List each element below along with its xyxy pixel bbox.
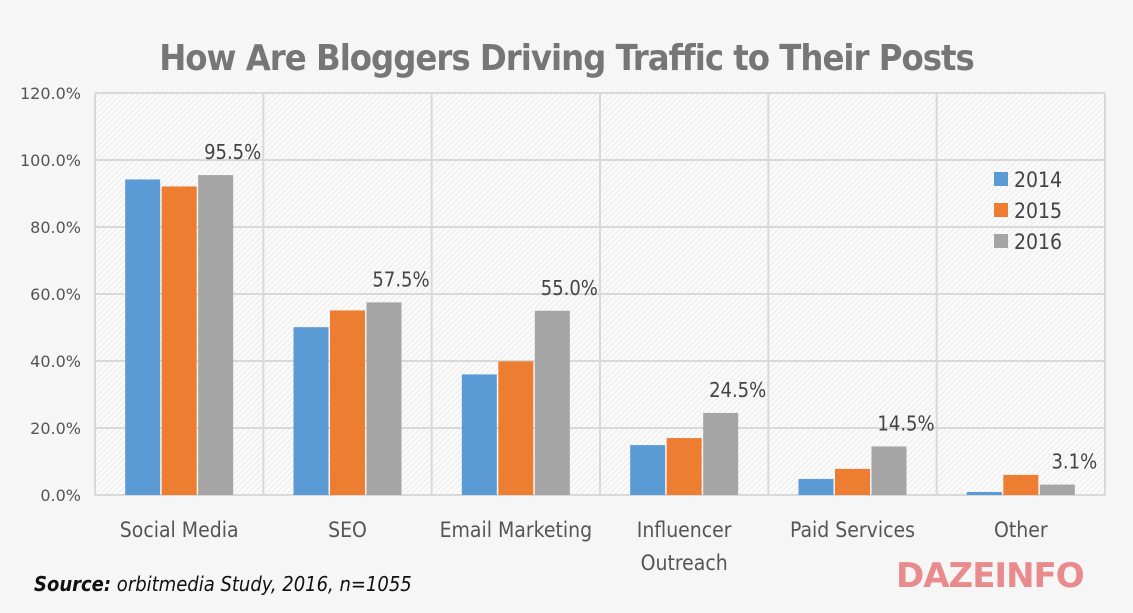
x-tick-label: Paid Services [790, 518, 915, 542]
bar-2014 [798, 478, 834, 495]
bar-2014 [125, 179, 161, 495]
y-tick-label: 100.0% [20, 151, 81, 170]
bar-2016 [703, 412, 739, 495]
legend-label: 2014 [1014, 168, 1062, 192]
dazeinfo-logo: DAZEINFO [896, 556, 1085, 596]
bar-2015 [835, 468, 870, 495]
y-tick-label: 120.0% [20, 84, 81, 103]
bar-2014 [293, 327, 329, 495]
bar-2015 [498, 361, 534, 495]
x-tick-label: Influencer [637, 518, 732, 542]
y-tick-label: 0.0% [40, 486, 81, 505]
x-tick-label: Outreach [641, 551, 728, 575]
data-label: 95.5% [204, 140, 261, 164]
data-label: 57.5% [372, 267, 429, 291]
y-tick-label: 40.0% [30, 352, 81, 371]
y-tick-label: 20.0% [30, 419, 81, 438]
source-label: Source: [34, 572, 112, 596]
bar-2014 [630, 445, 666, 495]
legend-swatch-2014 [994, 172, 1008, 186]
data-label: 3.1% [1051, 450, 1097, 474]
legend-label: 2015 [1014, 199, 1062, 223]
bar-2016 [534, 310, 570, 495]
bar-2014 [966, 491, 1002, 495]
x-tick-label: Social Media [120, 518, 239, 542]
y-tick-label: 80.0% [30, 218, 81, 237]
data-label: 55.0% [541, 276, 598, 300]
y-tick-label: 60.0% [30, 285, 81, 304]
bar-2015 [666, 438, 702, 495]
bar-2015 [161, 186, 197, 495]
legend-label: 2016 [1014, 230, 1062, 254]
source-note: Source: orbitmedia Study, 2016, n=1055 [34, 572, 412, 596]
chart-title: How Are Bloggers Driving Traffic to Thei… [159, 38, 975, 79]
data-label: 24.5% [709, 378, 766, 402]
x-tick-label: Email Marketing [440, 518, 593, 542]
x-tick-label: SEO [328, 518, 367, 542]
legend-swatch-2015 [994, 203, 1008, 217]
bar-2015 [1003, 474, 1039, 495]
bar-2016 [366, 302, 402, 495]
bar-2015 [330, 310, 365, 495]
legend-swatch-2016 [994, 234, 1008, 248]
data-label: 14.5% [877, 411, 934, 435]
bar-2016 [1039, 484, 1075, 495]
bar-2016 [871, 446, 907, 495]
source-text: orbitmedia Study, 2016, n=1055 [111, 572, 412, 596]
bar-2014 [461, 374, 497, 495]
x-tick-label: Other [994, 518, 1048, 542]
bar-2016 [198, 175, 234, 495]
